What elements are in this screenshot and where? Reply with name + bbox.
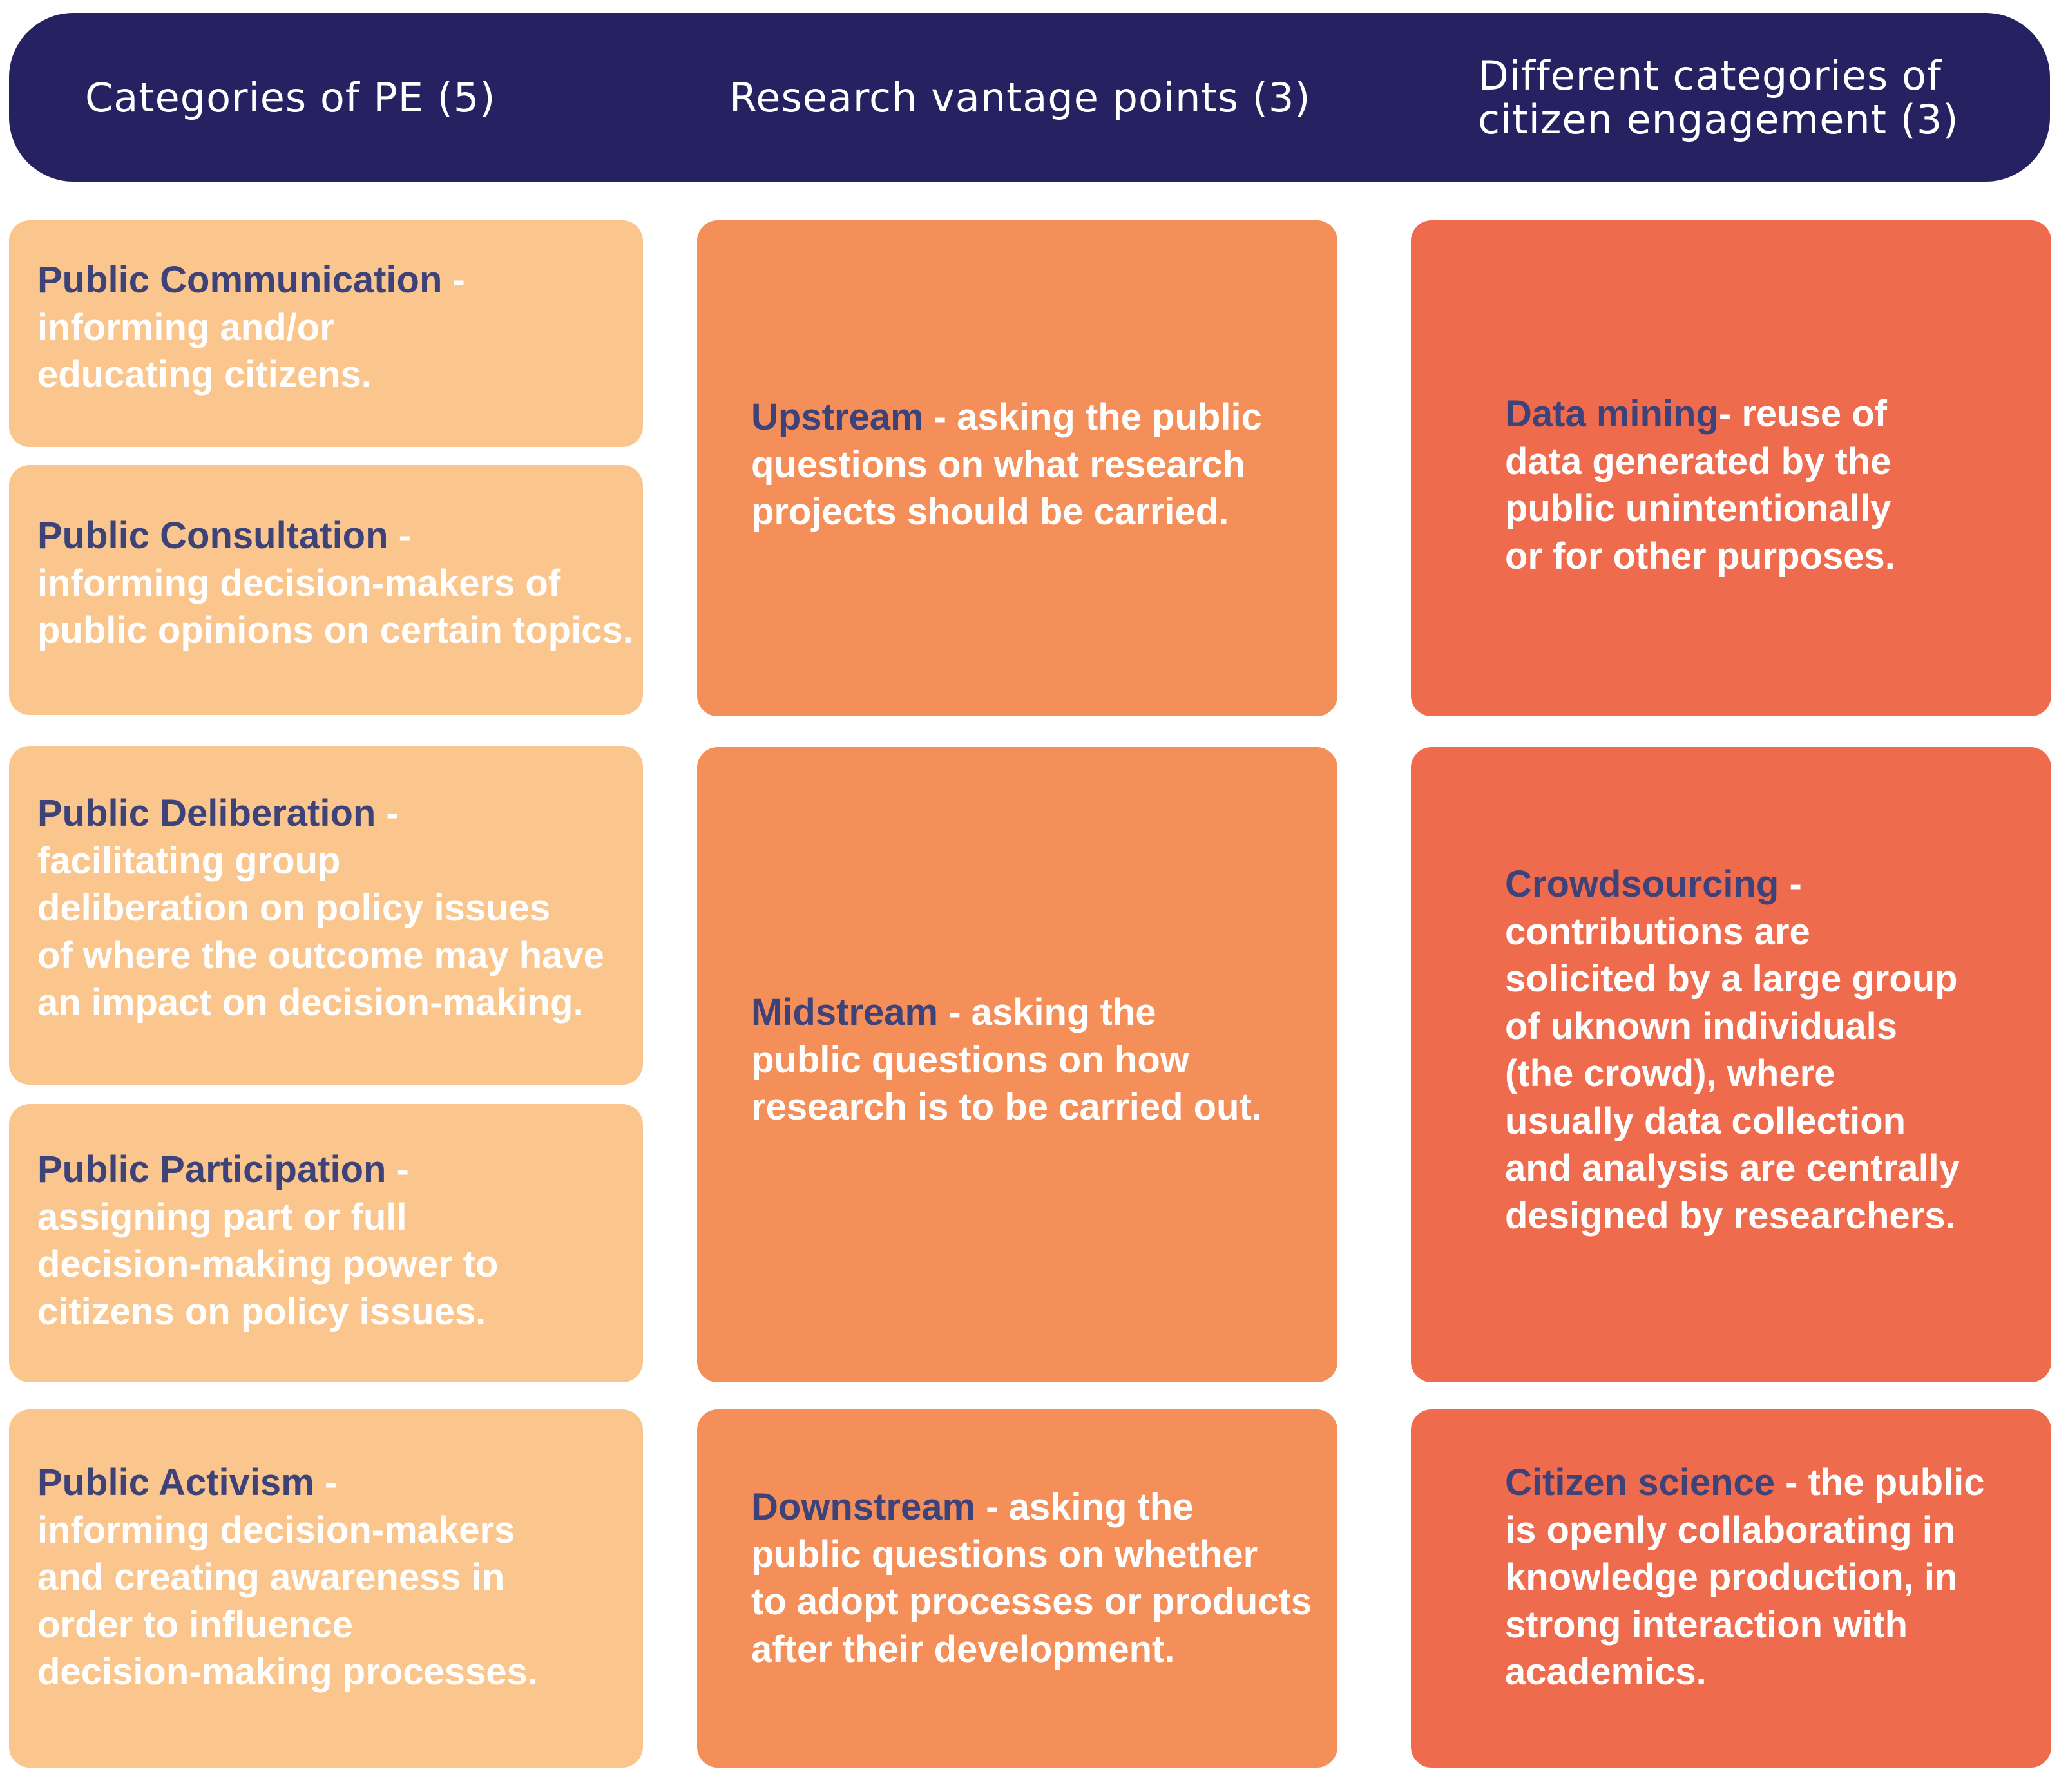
term-data-mining: Data mining (1505, 393, 1719, 435)
box-crowdsourcing: Crowdsourcing - contributions are solici… (1411, 747, 2051, 1382)
box-public-communication: Public Communication - informing and/or … (9, 220, 643, 447)
desc-public-activism: - informing decision-makers and creating… (37, 1462, 538, 1693)
term-citizen-science: Citizen science (1505, 1462, 1776, 1503)
box-citizen-science: Citizen science - the public is openly c… (1411, 1409, 2051, 1768)
desc-citizen-science: - the public is openly collaborating in … (1505, 1462, 1985, 1693)
term-public-participation: Public Participation (37, 1149, 387, 1190)
term-public-consultation: Public Consultation (37, 515, 388, 557)
desc-public-deliberation: - facilitating group deliberation on pol… (37, 792, 604, 1024)
header-research-vantage-points: Research vantage points (3) (729, 74, 1311, 121)
desc-crowdsourcing: - contributions are solicited by a large… (1505, 863, 1960, 1237)
desc-public-consultation: - informing decision-makers of public op… (37, 515, 633, 651)
term-public-deliberation: Public Deliberation (37, 792, 376, 834)
box-upstream: Upstream - asking the public questions o… (697, 220, 1337, 716)
desc-upstream: - asking the public questions on what re… (751, 396, 1262, 533)
box-midstream: Midstream - asking the public questions … (697, 747, 1337, 1382)
term-public-communication: Public Communication (37, 259, 443, 301)
box-public-activism: Public Activism - informing decision-mak… (9, 1409, 643, 1768)
desc-data-mining: - reuse of data generated by the public … (1505, 393, 1895, 577)
box-public-deliberation: Public Deliberation - facilitating group… (9, 746, 643, 1085)
header-citizen-engagement: Different categories of citizen engageme… (1478, 54, 2006, 142)
desc-midstream: - asking the public questions on how res… (751, 991, 1262, 1128)
term-public-activism: Public Activism (37, 1462, 314, 1503)
term-downstream: Downstream (751, 1486, 976, 1528)
term-upstream: Upstream (751, 396, 924, 438)
header-categories-of-pe: Categories of PE (5) (85, 74, 496, 121)
box-public-participation: Public Participation - assigning part or… (9, 1104, 643, 1382)
desc-downstream: - asking the public questions on whether… (751, 1486, 1312, 1670)
term-midstream: Midstream (751, 991, 939, 1033)
desc-public-participation: - assigning part or full decision-making… (37, 1149, 499, 1333)
desc-public-communication: - informing and/or educating citizens. (37, 259, 465, 396)
box-data-mining: Data mining- reuse of data generated by … (1411, 220, 2051, 716)
header-citizen-engagement-text: Different categories of citizen engageme… (1478, 52, 1959, 143)
term-crowdsourcing: Crowdsourcing (1505, 863, 1779, 905)
box-public-consultation: Public Consultation - informing decision… (9, 465, 643, 715)
header-bar: Categories of PE (5) Research vantage po… (9, 13, 2050, 182)
box-downstream: Downstream - asking the public questions… (697, 1409, 1337, 1768)
